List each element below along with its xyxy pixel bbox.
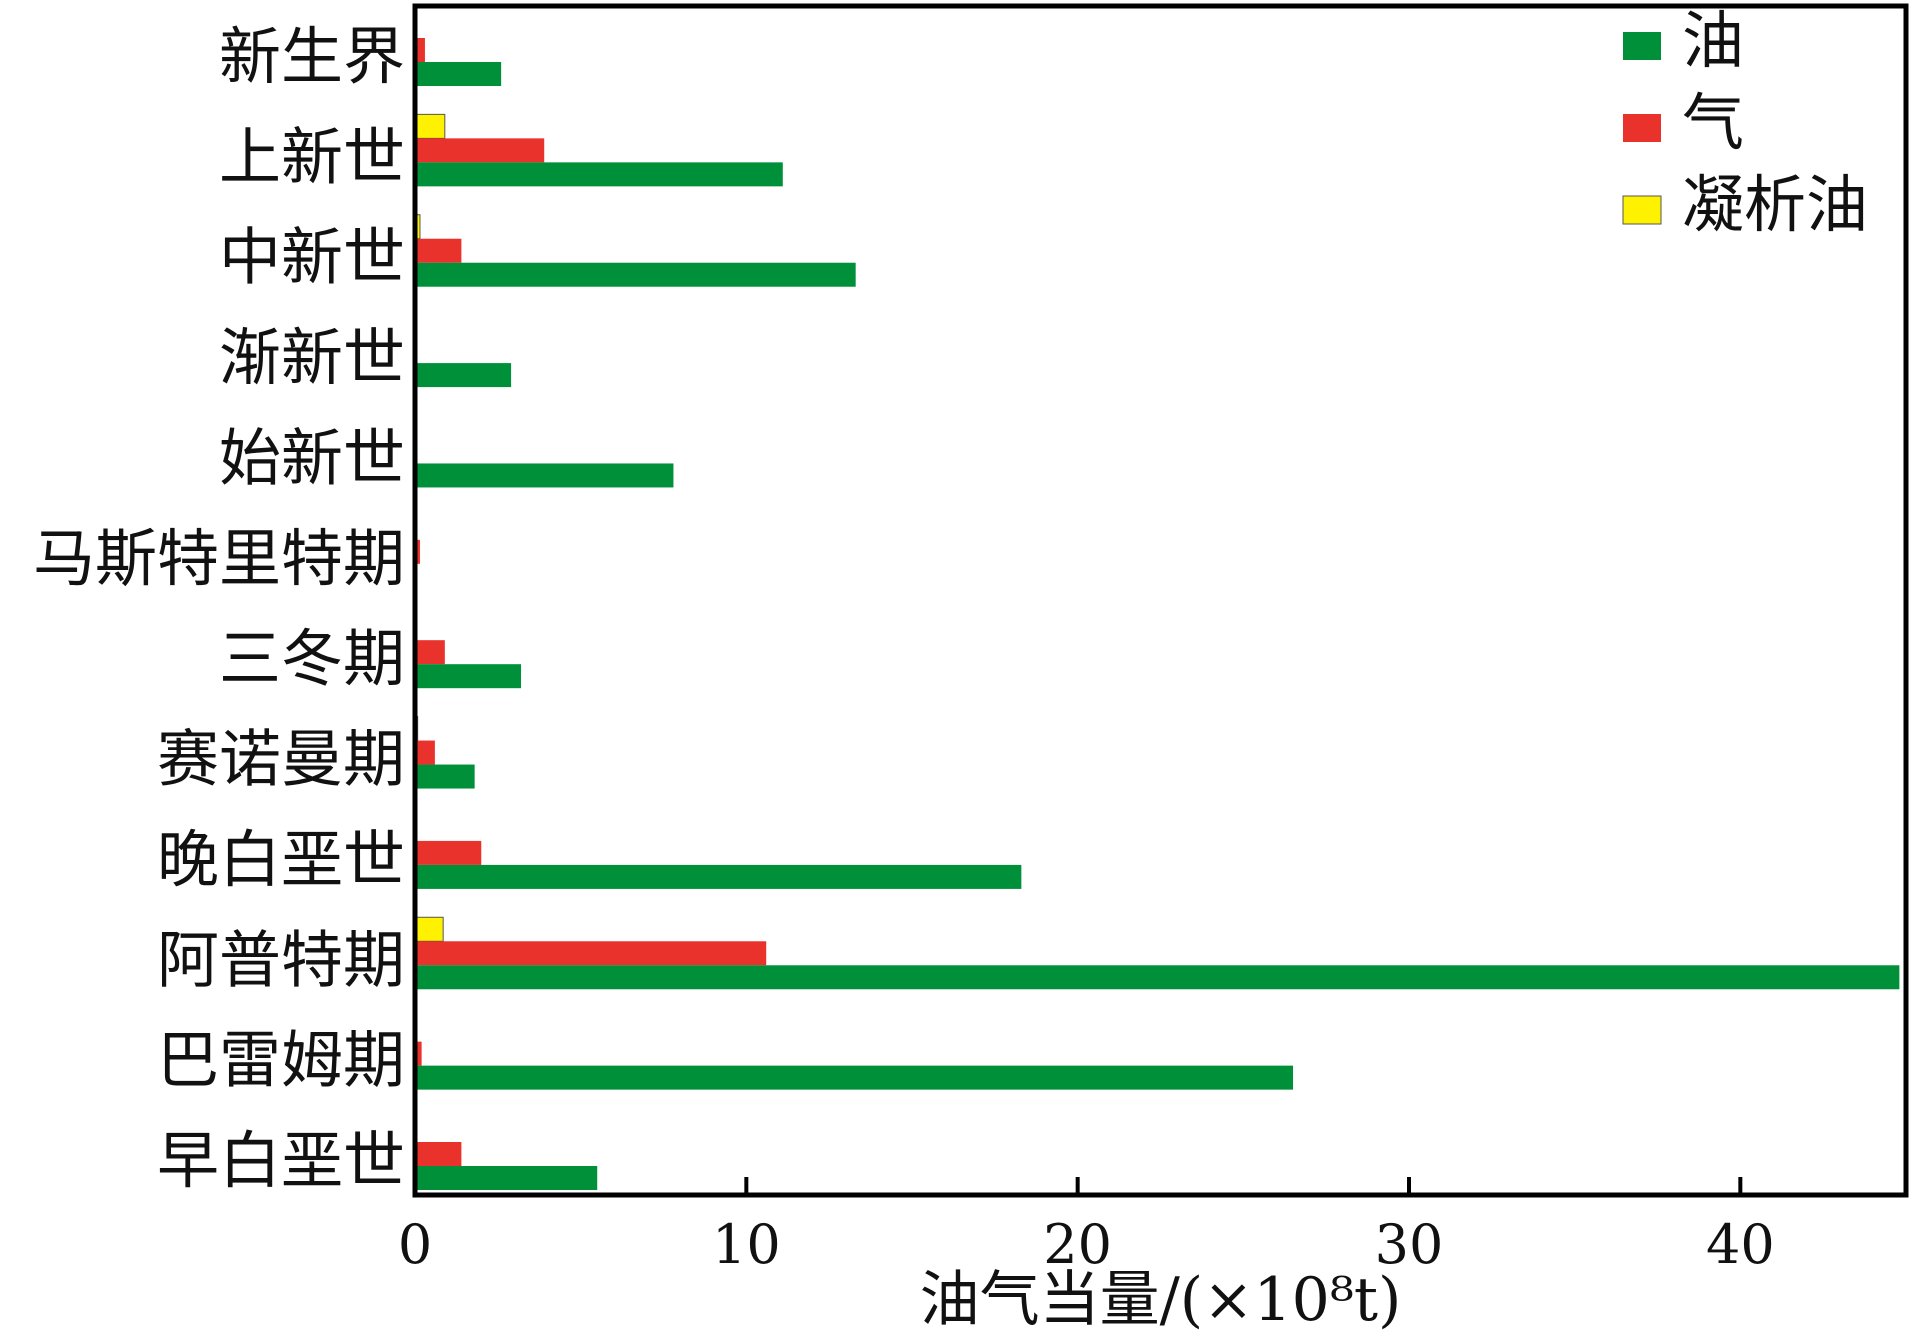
category-label: 阿普特期 (157, 923, 405, 996)
legend-label: 气 (1682, 86, 1744, 159)
category-label: 渐新世 (219, 321, 405, 394)
bar-oil (415, 1065, 1294, 1090)
category-label: 晚白垩世 (157, 823, 405, 896)
legend-label: 凝析油 (1682, 168, 1868, 241)
bar-oil (415, 965, 1900, 990)
bar-condensate (414, 113, 446, 139)
legend-swatch (1623, 114, 1661, 142)
bar-oil (415, 664, 522, 689)
category-label: 巴雷姆期 (157, 1024, 405, 1097)
bar-oil (415, 363, 512, 388)
category-label: 新生界 (219, 20, 405, 93)
bar-gas (415, 238, 462, 263)
bar-condensate (414, 916, 444, 942)
category-label: 早白垩世 (157, 1124, 405, 1197)
bar-gas (415, 740, 435, 765)
bar-oil (415, 1166, 598, 1190)
bar-gas (415, 38, 425, 62)
category-label: 马斯特里特期 (33, 522, 405, 595)
x-tick-label: 20 (1043, 1213, 1112, 1276)
category-label: 赛诺曼期 (157, 723, 405, 796)
category-label: 上新世 (219, 120, 405, 193)
bar-oil (415, 463, 674, 488)
plot-frame (412, 3, 1909, 1198)
bar-gas (415, 941, 767, 966)
x-tick-label: 0 (398, 1213, 432, 1276)
bar-oil (415, 62, 502, 86)
legend-label: 油 (1682, 4, 1744, 77)
x-tick-label: 10 (712, 1213, 781, 1276)
bar-gas (415, 640, 445, 665)
legend-swatch (1623, 32, 1661, 60)
category-label: 三冬期 (219, 622, 405, 695)
bar-gas (415, 840, 482, 865)
bar-gas (415, 138, 545, 163)
bar-oil (415, 162, 783, 187)
bar-oil (415, 262, 856, 287)
x-tick-label: 40 (1706, 1213, 1775, 1276)
legend-swatch (1622, 195, 1662, 225)
x-tick-label: 30 (1375, 1213, 1444, 1276)
bars-layer (414, 38, 1900, 1190)
category-label: 始新世 (219, 421, 405, 494)
bar-oil (415, 764, 475, 789)
bar-gas (415, 1041, 422, 1066)
bar-oil (415, 864, 1022, 889)
category-label: 中新世 (219, 221, 405, 294)
bar-gas (415, 1142, 462, 1166)
x-axis-ticks: 0 10 20 30 40 (398, 1177, 1775, 1276)
x-axis-title: 油气当量/(×10⁸t) (920, 1265, 1402, 1335)
category-labels: 新生界上新世中新世渐新世始新世马斯特里特期三冬期赛诺曼期晚白垩世阿普特期巴雷姆期… (33, 20, 405, 1197)
